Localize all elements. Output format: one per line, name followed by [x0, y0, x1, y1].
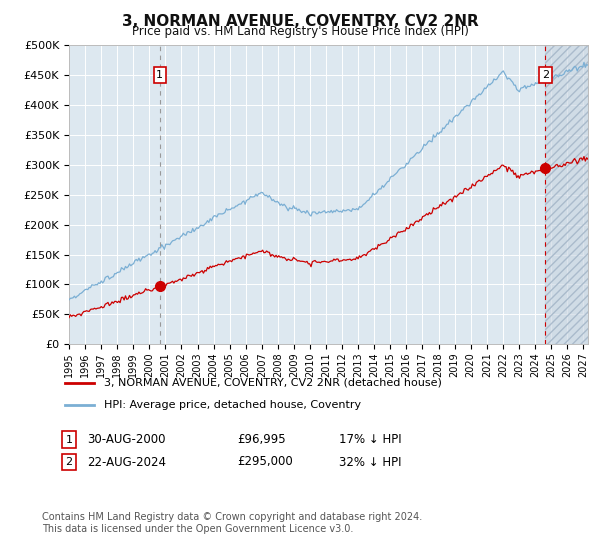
Text: Contains HM Land Registry data © Crown copyright and database right 2024.
This d: Contains HM Land Registry data © Crown c…	[42, 512, 422, 534]
Text: 1: 1	[65, 435, 73, 445]
Text: 32% ↓ HPI: 32% ↓ HPI	[339, 455, 401, 469]
Text: £295,000: £295,000	[237, 455, 293, 469]
Text: Price paid vs. HM Land Registry's House Price Index (HPI): Price paid vs. HM Land Registry's House …	[131, 25, 469, 38]
Text: 3, NORMAN AVENUE, COVENTRY, CV2 2NR: 3, NORMAN AVENUE, COVENTRY, CV2 2NR	[122, 14, 478, 29]
Text: 17% ↓ HPI: 17% ↓ HPI	[339, 433, 401, 446]
Text: 2: 2	[65, 457, 73, 467]
Text: 1: 1	[156, 70, 163, 80]
Text: 30-AUG-2000: 30-AUG-2000	[87, 433, 166, 446]
Text: 22-AUG-2024: 22-AUG-2024	[87, 455, 166, 469]
Text: 3, NORMAN AVENUE, COVENTRY, CV2 2NR (detached house): 3, NORMAN AVENUE, COVENTRY, CV2 2NR (det…	[104, 378, 442, 388]
Bar	[545, 45, 588, 344]
Text: £96,995: £96,995	[237, 433, 286, 446]
Bar	[545, 45, 588, 344]
Text: HPI: Average price, detached house, Coventry: HPI: Average price, detached house, Cove…	[104, 400, 361, 410]
Text: 2: 2	[542, 70, 549, 80]
